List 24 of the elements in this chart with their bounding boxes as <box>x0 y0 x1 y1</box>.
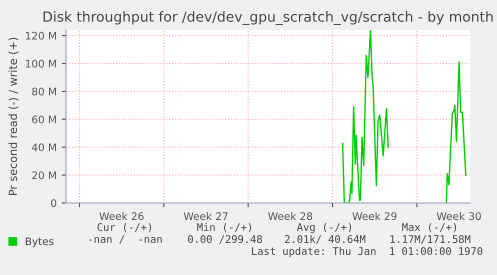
y-axis-title: Pr second read (-) / write (+) <box>8 38 18 196</box>
y-tick-label: 80 M <box>32 88 56 96</box>
x-tick-label: Week 28 <box>268 212 312 220</box>
text: Cur (-/+) <box>97 223 152 232</box>
text: Min (-/+) <box>197 222 252 232</box>
y-tick-label: 40 M <box>32 143 56 152</box>
x-tick-label: Week 26 <box>99 212 144 220</box>
x-tick-label: Week 29 <box>352 212 397 220</box>
y-tick-label: 120 M <box>26 32 56 40</box>
y-tick-label: 100 M <box>26 60 56 68</box>
y-tick-label: 0 <box>51 199 56 208</box>
text: Max (-/+) <box>402 223 456 232</box>
legend-label: Bytes <box>26 237 54 248</box>
x-tick-label: Week 27 <box>184 212 228 220</box>
y-tick-label: 20 M <box>32 171 56 180</box>
x-tick-label: Week 30 <box>436 212 481 220</box>
text: Last update: Thu Jan 1 01:00:00 1970 <box>252 246 482 258</box>
text: Avg (-/+) <box>296 222 352 234</box>
y-tick-label: 60 M <box>32 116 56 124</box>
chart-title: Disk throughput for /dev/dev_gpu_scratch_vg/scratch - by month <box>44 11 493 25</box>
text: 2.01k/ 40.64M <box>285 234 366 244</box>
text: -nan / -nan <box>89 235 162 244</box>
text: 1.17M/171.58M <box>390 235 470 244</box>
text: 0.00 /299.48 <box>188 235 262 244</box>
